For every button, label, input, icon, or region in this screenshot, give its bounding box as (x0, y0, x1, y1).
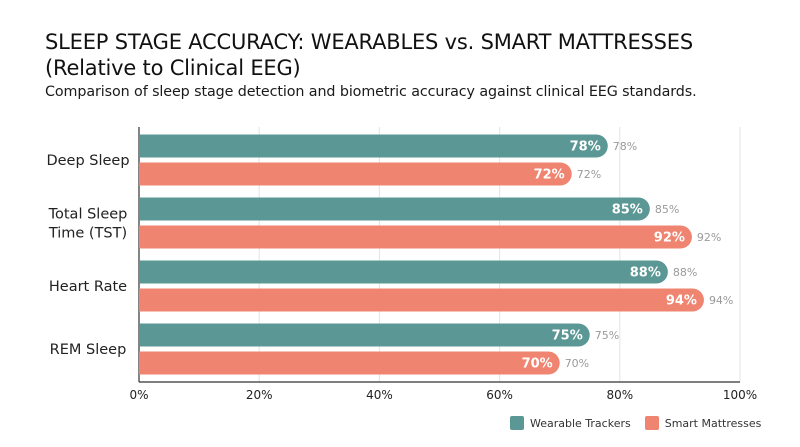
bar-outside-label-1-1: 92% (697, 231, 721, 244)
x-tick-label-60: 60% (486, 388, 513, 402)
bar-wearable-2 (139, 260, 668, 284)
bar-value-label-1-2: 94% (666, 294, 697, 309)
legend-swatch-mattress (644, 416, 659, 430)
legend-label-mattress: Smart Mattresses (664, 416, 762, 430)
bar-mattress-2 (139, 288, 704, 312)
bar-value-label-1-3: 70% (522, 357, 553, 372)
chart-subtitle: Comparison of sleep stage detection and … (45, 84, 697, 100)
bar-outside-label-0-3: 75% (595, 329, 619, 342)
bar-outside-label-0-0: 78% (613, 140, 637, 153)
category-label-0: Deep Sleep (46, 153, 129, 169)
bar-outside-label-1-0: 72% (577, 168, 601, 181)
x-tick-label-0: 0% (129, 388, 148, 402)
x-tick-label-20: 20% (246, 388, 273, 402)
bar-outside-label-1-2: 94% (709, 294, 733, 307)
category-label-3: REM Sleep (50, 342, 127, 358)
bar-wearable-0 (139, 134, 608, 158)
bar-wearable-3 (139, 323, 590, 347)
x-tick-label-40: 40% (366, 388, 393, 402)
legend-item-mattress: Smart Mattresses (644, 416, 762, 430)
x-tick-label-80: 80% (606, 388, 633, 402)
bar-outside-label-0-2: 88% (673, 266, 697, 279)
bar-mattress-3 (139, 351, 560, 375)
bar-mattress-0 (139, 162, 572, 186)
bar-value-label-0-2: 88% (630, 266, 661, 281)
legend-label-wearable: Wearable Trackers (530, 416, 631, 430)
bar-value-label-1-1: 92% (654, 231, 685, 246)
bar-mattress-1 (139, 225, 692, 249)
category-label-2: Heart Rate (49, 279, 127, 295)
legend-item-wearable: Wearable Trackers (510, 416, 631, 430)
category-label-1: Total Sleep Time (TST) (48, 207, 128, 242)
bar-value-label-0-1: 85% (612, 203, 643, 218)
x-tick-label-100: 100% (723, 388, 757, 402)
legend: Wearable Trackers Smart Mattresses (510, 416, 761, 430)
bar-outside-label-1-3: 70% (565, 357, 589, 370)
bar-outside-label-0-1: 85% (655, 203, 679, 216)
chart-title: SLEEP STAGE ACCURACY: WEARABLES vs. SMAR… (45, 30, 694, 80)
bar-value-label-1-0: 72% (534, 168, 565, 183)
bar-wearable-1 (139, 197, 650, 221)
bar-value-label-0-3: 75% (552, 329, 583, 344)
bar-value-label-0-0: 78% (570, 140, 601, 155)
legend-swatch-wearable (510, 416, 524, 430)
